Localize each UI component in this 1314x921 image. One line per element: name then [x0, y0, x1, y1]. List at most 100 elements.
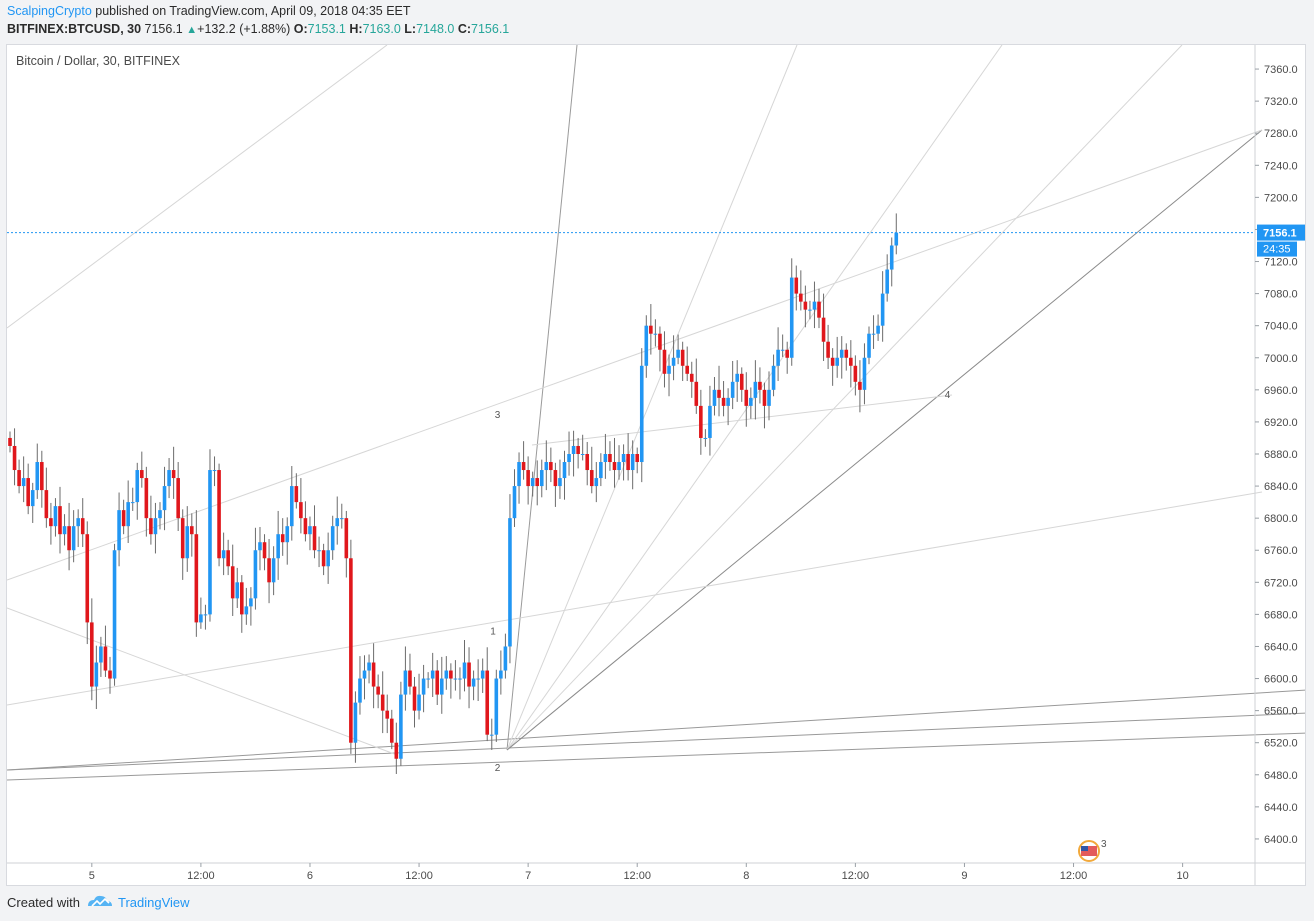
candle	[653, 319, 658, 347]
candle	[835, 336, 839, 378]
candle-body	[680, 349, 685, 366]
candle	[494, 669, 499, 742]
candle-body	[353, 702, 358, 743]
candle	[171, 446, 176, 499]
candles	[8, 213, 899, 774]
candle-body	[203, 614, 208, 616]
candle	[417, 673, 421, 720]
last-price-badge: 7156.1	[1257, 224, 1305, 241]
candle-body	[312, 526, 317, 551]
candle	[458, 667, 462, 700]
candle	[371, 643, 376, 709]
x-tick-label: 7	[525, 870, 531, 882]
candle-body	[512, 486, 517, 519]
candle	[35, 443, 40, 499]
open-label: O:	[293, 22, 308, 36]
candle-body	[753, 381, 758, 398]
candle	[453, 660, 458, 691]
candle	[685, 346, 690, 382]
candle-body	[762, 389, 767, 406]
candle-body	[190, 526, 194, 535]
y-tick-label: 6840.0	[1264, 481, 1298, 493]
candle-body	[830, 357, 835, 366]
candle-body	[758, 381, 762, 390]
candle-body	[153, 518, 158, 535]
candle	[817, 288, 821, 329]
candle	[476, 659, 480, 702]
candle-body	[94, 662, 99, 687]
fan-lines	[7, 45, 1305, 781]
trend-line	[7, 491, 1263, 706]
candle	[235, 567, 240, 608]
candle-body	[399, 694, 403, 759]
trend-line	[506, 45, 798, 751]
candle	[567, 431, 571, 476]
x-tick-label: 9	[961, 870, 967, 882]
x-tick-label: 6	[307, 870, 313, 882]
candle	[649, 304, 653, 355]
tradingview-brand-link[interactable]: TradingView	[118, 895, 190, 910]
candle-body	[58, 506, 62, 535]
candle	[239, 575, 244, 633]
candle-body	[517, 462, 521, 487]
candle	[135, 462, 140, 520]
y-tick-label: 7240.0	[1264, 160, 1298, 172]
candle	[785, 341, 789, 374]
candle-body	[608, 454, 612, 463]
candle-body	[767, 389, 771, 406]
candle	[103, 625, 108, 677]
candle	[258, 526, 262, 571]
candle	[762, 382, 767, 429]
candle-body	[630, 454, 635, 471]
candle-body	[8, 437, 12, 446]
candle	[594, 462, 599, 503]
candle-body	[526, 470, 530, 487]
candle-body	[280, 534, 285, 543]
candle-body	[117, 510, 121, 551]
candle	[53, 498, 58, 537]
candle	[799, 270, 803, 311]
candle-body	[730, 381, 735, 398]
candle-body	[349, 558, 353, 743]
candle-body	[771, 365, 776, 390]
candle	[876, 314, 880, 341]
candle-body	[449, 670, 453, 679]
y-tick-label: 7280.0	[1264, 128, 1298, 140]
trend-line	[7, 732, 1305, 781]
candle	[794, 265, 799, 311]
author-link[interactable]: ScalpingCrypto	[7, 4, 92, 18]
candle-body	[721, 397, 726, 406]
candle-body	[839, 349, 844, 358]
candle-body	[503, 646, 508, 671]
candle	[330, 515, 335, 560]
candle	[694, 358, 699, 414]
x-tick-label: 5	[89, 870, 95, 882]
candle-body	[480, 670, 485, 679]
candle	[544, 440, 549, 491]
candle	[403, 646, 408, 711]
chart-canvas[interactable]: 6400.0 6440.0 6480.0 6520.0 6560.0 6600.0 6640…	[7, 45, 1306, 886]
candle	[894, 213, 899, 255]
candle-body	[580, 454, 585, 455]
candle	[721, 381, 726, 417]
tradingview-logo-icon[interactable]	[86, 892, 114, 912]
candle	[658, 326, 662, 372]
candle-body	[35, 462, 40, 491]
candle-body	[17, 470, 21, 487]
candle	[889, 237, 894, 287]
candle-body	[185, 526, 190, 559]
trend-line	[7, 689, 1305, 771]
chart-pane[interactable]: 6400.0 6440.0 6480.0 6520.0 6560.0 6600.0 6640…	[6, 44, 1306, 886]
candle-body	[108, 670, 112, 679]
y-tick-label: 7320.0	[1264, 96, 1298, 108]
wave-label: 4	[945, 390, 951, 401]
close-label: C:	[457, 22, 472, 36]
candle-body	[853, 365, 858, 382]
chart-title: Bitcoin / Dollar, 30, BITFINEX	[16, 54, 181, 68]
candle	[389, 709, 394, 750]
trend-line	[506, 45, 578, 751]
candle-body	[489, 734, 494, 736]
candle-body	[553, 470, 558, 487]
candle-body	[494, 678, 499, 735]
candle	[289, 466, 294, 541]
